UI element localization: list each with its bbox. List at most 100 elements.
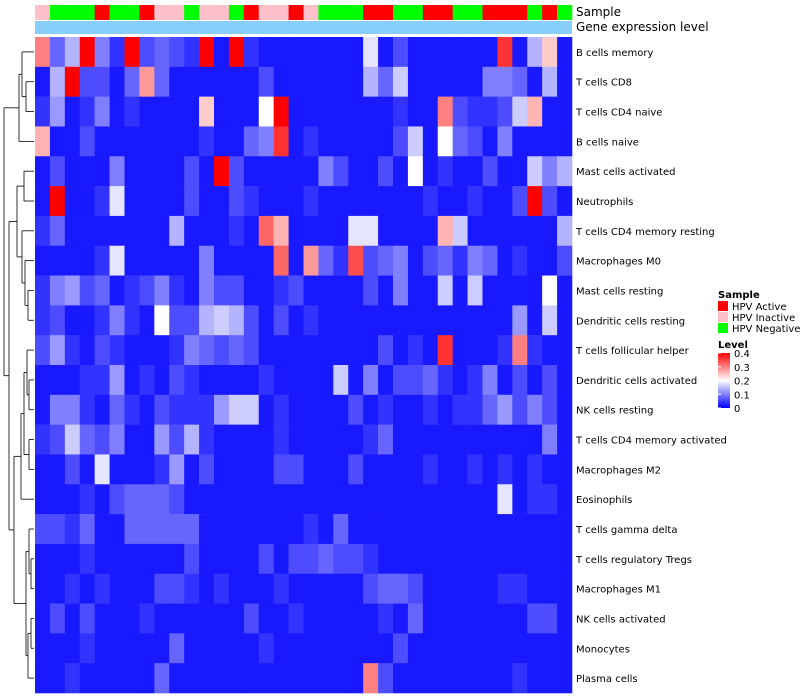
sample-cell	[79, 5, 95, 20]
heatmap-cell	[542, 186, 558, 217]
heatmap-cell	[79, 245, 95, 276]
heatmap-cell	[497, 305, 513, 336]
heatmap-cell	[64, 186, 81, 217]
heatmap-cell	[49, 394, 66, 425]
heatmap-cell	[467, 245, 483, 276]
heatmap-cell	[79, 454, 95, 485]
heatmap-cell	[437, 305, 453, 336]
heatmap-cell	[542, 424, 558, 455]
heatmap-cell	[169, 96, 185, 127]
heatmap-cell	[49, 305, 66, 336]
heatmap-cell	[467, 543, 483, 575]
heatmap-cell	[139, 275, 155, 306]
heatmap-cell	[273, 126, 289, 157]
heatmap-cell	[64, 633, 81, 664]
heatmap-cell	[527, 603, 543, 634]
row-label: Eosinophils	[576, 495, 632, 506]
heatmap-cell	[49, 424, 66, 455]
heatmap-cell	[273, 156, 289, 187]
heatmap-cell	[363, 454, 379, 485]
heatmap-cell	[228, 424, 245, 455]
heatmap-cell	[422, 484, 439, 515]
heatmap-cell	[109, 663, 125, 694]
heatmap-cell	[94, 126, 110, 157]
heatmap-cell	[303, 215, 319, 247]
heatmap-cell	[527, 37, 543, 68]
sample-cell	[557, 5, 573, 20]
heatmap-cell	[139, 394, 155, 425]
heatmap-cell	[169, 543, 185, 575]
heatmap-cell	[228, 37, 245, 68]
heatmap-cell	[407, 245, 424, 276]
heatmap-cell	[318, 663, 334, 694]
heatmap-cell	[124, 96, 140, 127]
heatmap-cell	[35, 663, 51, 694]
heatmap-cell	[393, 126, 409, 157]
heatmap-cell	[437, 245, 453, 276]
heatmap-cell	[452, 126, 468, 157]
heatmap-cell	[49, 603, 66, 634]
heatmap-cell	[288, 365, 304, 396]
heatmap-cell	[169, 275, 185, 306]
sample-cell	[512, 5, 528, 20]
heatmap-cell	[497, 37, 513, 68]
heatmap-cell	[393, 96, 409, 127]
heatmap-cell	[243, 424, 260, 455]
sample-cell	[393, 5, 409, 20]
heatmap-cell	[139, 573, 155, 604]
heatmap-cell	[35, 186, 51, 217]
heatmap-cell	[228, 573, 245, 604]
heatmap-cell	[378, 603, 394, 634]
heatmap-cell	[467, 66, 483, 97]
heatmap-cell	[169, 633, 185, 664]
heatmap-cell	[214, 215, 230, 247]
heatmap-cell	[512, 543, 528, 575]
heatmap-cell	[199, 215, 215, 247]
heatmap-cell	[258, 633, 274, 664]
heatmap-cell	[378, 663, 394, 694]
heatmap-cell	[199, 514, 215, 545]
heatmap-cell	[542, 335, 558, 366]
heatmap-cell	[467, 573, 483, 604]
heatmap-cell	[109, 245, 125, 276]
heatmap-cell	[452, 603, 468, 634]
sample-cell	[482, 5, 498, 20]
heatmap-cell	[557, 126, 573, 157]
heatmap-cell	[109, 186, 125, 217]
heatmap-cell	[258, 126, 274, 157]
heatmap-cell	[64, 66, 81, 97]
heatmap-cell	[79, 573, 95, 604]
heatmap-cell	[258, 543, 274, 575]
heatmap-cell	[214, 275, 230, 306]
heatmap-cell	[407, 156, 424, 187]
heatmap-cell	[393, 275, 409, 306]
heatmap-cell	[258, 603, 274, 634]
heatmap-cell	[378, 543, 394, 575]
heatmap-cell	[467, 126, 483, 157]
heatmap-cell	[482, 37, 498, 68]
heatmap-cell	[437, 603, 453, 634]
heatmap-cell	[542, 633, 558, 664]
heatmap-cell	[79, 514, 95, 545]
heatmap-cell	[318, 245, 334, 276]
heatmap-cell	[94, 424, 110, 455]
heatmap-cell	[557, 96, 573, 127]
heatmap-cell	[35, 484, 51, 515]
heatmap-cell	[228, 454, 245, 485]
heatmap-cell	[467, 514, 483, 545]
heatmap-cell	[557, 454, 573, 485]
heatmap-cell	[497, 156, 513, 187]
heatmap-cell	[94, 156, 110, 187]
heatmap-cell	[258, 663, 274, 694]
heatmap-cell	[214, 603, 230, 634]
sample-cell	[199, 5, 215, 20]
heatmap-cell	[154, 156, 170, 187]
heatmap-cell	[318, 215, 334, 247]
sample-cell	[527, 5, 543, 20]
heatmap-cell	[243, 543, 260, 575]
heatmap-cell	[35, 335, 51, 366]
heatmap-cell	[184, 603, 200, 634]
heatmap-cell	[184, 365, 200, 396]
heatmap-cell	[557, 484, 573, 515]
heatmap-cell	[393, 514, 409, 545]
